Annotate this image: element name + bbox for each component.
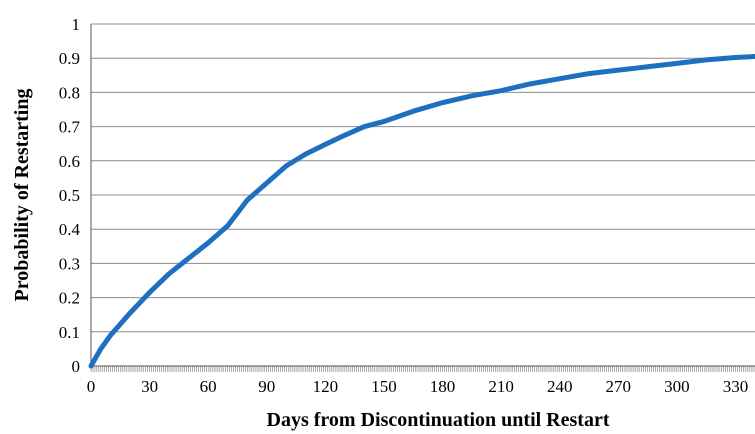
x-axis-label: Days from Discontinuation until Restart xyxy=(267,409,610,431)
y-tick-label: 1 xyxy=(72,15,81,34)
y-tick-label: 0.2 xyxy=(59,289,80,308)
y-tick-label: 0.9 xyxy=(59,49,80,68)
x-tick-label: 120 xyxy=(313,377,339,396)
x-tick-label: 150 xyxy=(371,377,397,396)
x-tick-label: 300 xyxy=(664,377,690,396)
y-tick-labels: 0 0.1 0.2 0.3 0.4 0.5 0.6 0.7 0.8 0.9 1 xyxy=(59,15,81,376)
y-tick-label: 0.6 xyxy=(59,152,80,171)
y-tick-label: 0.3 xyxy=(59,254,80,273)
y-axis-label: Probability of Restarting xyxy=(11,89,33,302)
x-tick-label: 330 xyxy=(723,377,749,396)
y-tick-label: 0.1 xyxy=(59,323,80,342)
series-group xyxy=(88,53,755,369)
x-tick-label: 240 xyxy=(547,377,573,396)
x-tick-label: 60 xyxy=(200,377,217,396)
grid-lines xyxy=(91,23,755,333)
y-tick-label: 0.8 xyxy=(59,83,80,102)
x-tick-label: 30 xyxy=(141,377,158,396)
x-tick-label: 270 xyxy=(606,377,632,396)
y-tick-label: 0.5 xyxy=(59,186,80,205)
x-minor-ticks xyxy=(90,366,755,372)
x-tick-label: 210 xyxy=(488,377,514,396)
y-tick-label: 0 xyxy=(72,357,81,376)
y-tick-label: 0.7 xyxy=(59,118,81,137)
series-line-0 xyxy=(88,53,755,369)
x-tick-label: 0 xyxy=(87,377,96,396)
y-tick-label: 0.4 xyxy=(59,220,81,239)
axes xyxy=(90,24,755,367)
x-minor-tick-marks xyxy=(90,366,755,372)
x-tick-label: 180 xyxy=(430,377,456,396)
x-tick-labels: 0 30 60 90 120 150 180 210 240 270 300 330 xyxy=(87,377,748,396)
x-tick-label: 90 xyxy=(258,377,275,396)
